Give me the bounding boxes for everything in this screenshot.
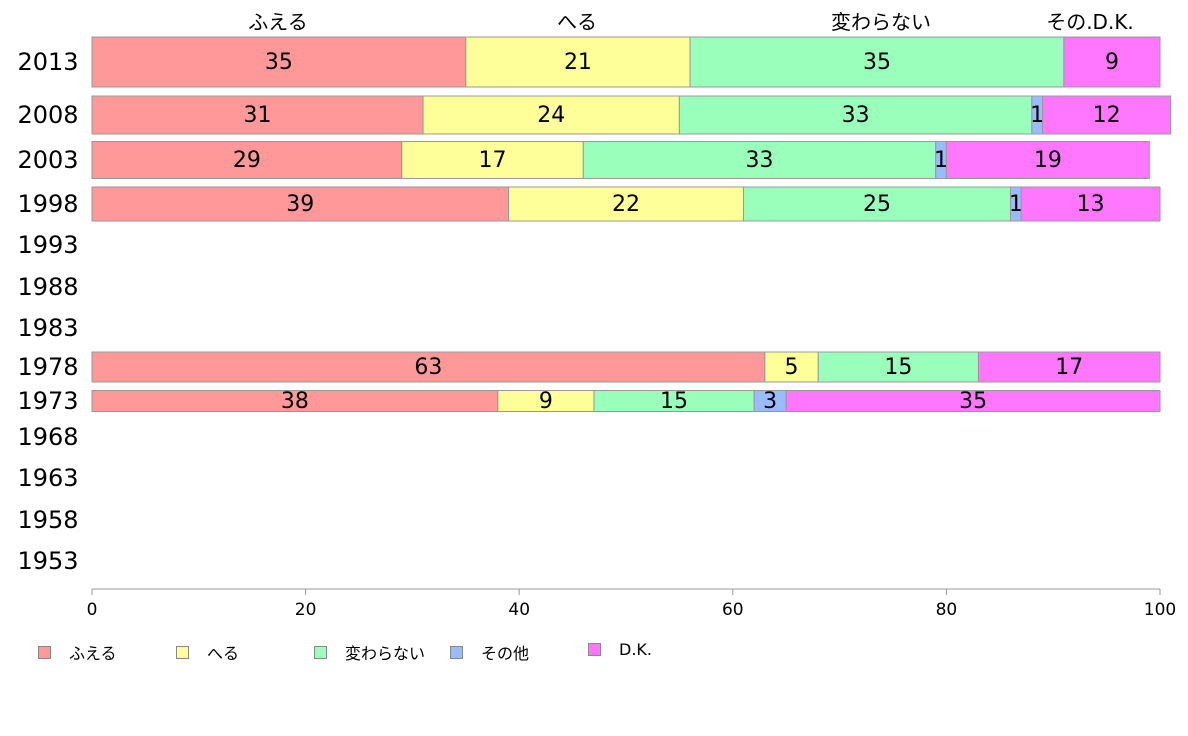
legend-swatch	[314, 645, 327, 659]
data-label: 39	[286, 192, 314, 217]
y-tick-label: 1968	[17, 423, 78, 451]
data-label: 33	[842, 103, 870, 128]
y-tick-label: 1988	[17, 273, 78, 301]
bar-segment	[422, 95, 680, 135]
y-tick-label: 1953	[17, 547, 78, 575]
column-header-heru: へる	[557, 10, 597, 34]
bar-segment	[91, 95, 424, 135]
bar-segment	[689, 36, 1065, 88]
data-label: 1	[934, 148, 948, 173]
y-tick-label: 1973	[17, 387, 78, 415]
column-header-sonota-dk: その.D.K.	[1046, 10, 1134, 34]
y-tick-label: 1978	[17, 353, 78, 381]
legend-swatch	[176, 645, 189, 659]
data-label: 19	[1034, 148, 1062, 173]
data-label: 29	[233, 148, 261, 173]
bar-segment	[1042, 95, 1172, 135]
legend-item-heru: へる	[176, 640, 239, 664]
legend-swatch	[588, 643, 601, 656]
data-label: 3	[763, 389, 777, 414]
bar-segment	[1063, 36, 1161, 88]
legend-label: 変わらない	[345, 644, 426, 663]
data-label: 13	[1077, 192, 1105, 217]
data-label: 1	[1030, 103, 1044, 128]
legend-label: D.K.	[619, 640, 652, 659]
bar-segment	[977, 351, 1161, 383]
legend-swatch	[450, 645, 463, 659]
y-tick-label: 1983	[17, 314, 78, 342]
bar-segment	[742, 186, 1011, 222]
bar-segment	[91, 351, 766, 383]
x-tick-label: 80	[936, 600, 958, 620]
y-tick-label: 2008	[17, 101, 78, 129]
x-tick-label: 20	[295, 600, 317, 620]
data-label: 1	[1009, 192, 1023, 217]
data-label: 63	[414, 355, 442, 380]
legend-label: ふえる	[69, 644, 117, 663]
bar-segment	[764, 351, 819, 383]
y-tick-label: 1998	[17, 190, 78, 218]
data-label: 38	[281, 389, 309, 414]
y-tick-label: 1993	[17, 231, 78, 259]
data-label: 22	[612, 192, 640, 217]
data-label: 33	[746, 148, 774, 173]
bar-segment	[1020, 186, 1161, 222]
legend-item-fueru: ふえる	[38, 640, 117, 664]
data-label: 35	[265, 50, 293, 75]
data-label: 35	[863, 50, 891, 75]
x-tick-label: 100	[1144, 600, 1176, 620]
legend-item-dk: D.K.	[588, 640, 652, 659]
x-tick-label: 60	[722, 600, 744, 620]
legend: ふえる へる 変わらない その他 D.K.	[38, 640, 1158, 664]
bar-segment	[817, 351, 979, 383]
data-label: 9	[1105, 50, 1119, 75]
legend-item-kawaranai: 変わらない	[314, 640, 425, 664]
data-label: 25	[863, 192, 891, 217]
y-tick-label: 2003	[17, 146, 78, 174]
data-label: 15	[660, 389, 688, 414]
legend-item-sonota: その他	[450, 640, 529, 664]
data-label: 17	[479, 148, 507, 173]
y-tick-label: 1958	[17, 506, 78, 534]
bar-segment	[945, 141, 1150, 179]
y-tick-label: 1963	[17, 464, 78, 492]
bar-segment	[91, 36, 467, 88]
y-tick-label: 2013	[17, 48, 78, 76]
x-tick-label: 40	[508, 600, 530, 620]
bar-segment	[91, 141, 403, 179]
data-label: 35	[959, 389, 987, 414]
data-label: 15	[884, 355, 912, 380]
x-tick-label: 0	[87, 600, 98, 620]
data-label: 21	[564, 50, 592, 75]
data-label: 12	[1093, 103, 1121, 128]
data-label: 17	[1055, 355, 1083, 380]
legend-label: へる	[207, 644, 240, 663]
legend-label: その他	[481, 644, 530, 663]
bar-segment	[508, 186, 744, 222]
bar-segment	[465, 36, 691, 88]
bar-segment	[678, 95, 1033, 135]
bar-segment	[582, 141, 937, 179]
column-header-fueru: ふえる	[248, 10, 308, 34]
legend-swatch	[38, 645, 51, 659]
column-header-kawaranai: 変わらない	[831, 10, 931, 34]
data-label: 31	[244, 103, 272, 128]
data-label: 9	[539, 389, 553, 414]
bar-segment	[91, 186, 510, 222]
data-label: 5	[785, 355, 799, 380]
data-label: 24	[537, 103, 565, 128]
bar-segment	[785, 390, 1161, 412]
